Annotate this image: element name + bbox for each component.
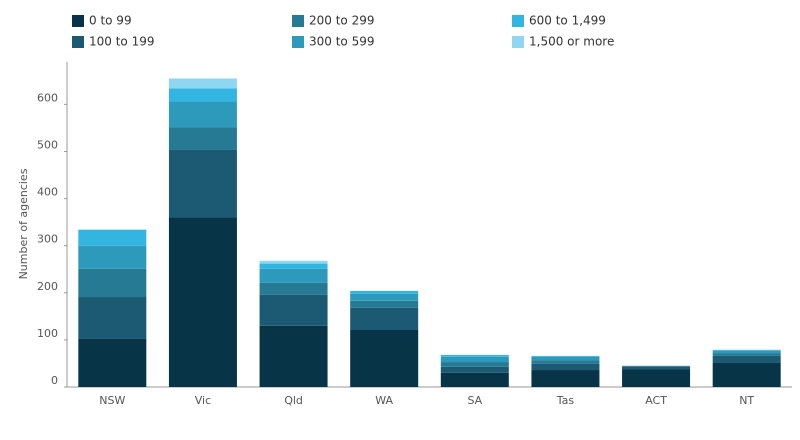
bar-segment [350, 290, 419, 294]
bar-segment [168, 217, 237, 387]
bar-segment [531, 360, 600, 364]
legend-swatch [72, 36, 84, 48]
bar-segment [168, 127, 237, 150]
bar-segment [78, 297, 147, 339]
bar-segment [531, 370, 600, 387]
y-tick-label: 600 [37, 91, 58, 104]
bar-segment [78, 338, 147, 387]
bar-segment [712, 355, 781, 363]
bar-segment [259, 294, 328, 326]
x-tick-label: Vic [195, 394, 211, 407]
bar-segment [712, 362, 781, 387]
bar-segment [78, 268, 147, 298]
bar-segment [531, 363, 600, 371]
legend-swatch [512, 15, 524, 27]
bar-segment [350, 300, 419, 308]
bar-segment [622, 366, 691, 370]
bar-segment [440, 356, 509, 363]
bar-segment [622, 365, 691, 367]
x-tick-label: NSW [99, 394, 125, 407]
legend-label: 0 to 99 [89, 14, 132, 28]
legend-swatch [512, 36, 524, 48]
bar-segment [440, 362, 509, 367]
x-tick-label: ACT [645, 394, 667, 407]
bar-segment [168, 101, 237, 128]
legend-label: 600 to 1,499 [529, 14, 606, 28]
bar-segment [350, 307, 419, 331]
bar-segment [712, 353, 781, 356]
bar-segment [531, 356, 600, 361]
legend-swatch [292, 15, 304, 27]
legend-label: 1,500 or more [529, 35, 614, 49]
x-tick-label: Tas [556, 394, 575, 407]
legend-label: 300 to 599 [309, 35, 374, 49]
bar-segment [168, 78, 237, 89]
bar-segment [440, 366, 509, 373]
y-tick-label: 100 [37, 327, 58, 340]
bar-segment [259, 282, 328, 295]
bar-segment [440, 354, 509, 357]
y-tick-label: 400 [37, 186, 58, 199]
x-tick-label: WA [375, 394, 393, 407]
y-axis-title: Number of agencies [17, 168, 30, 279]
bar-segment [259, 260, 328, 264]
legend-label: 200 to 299 [309, 14, 374, 28]
bar-segment [350, 330, 419, 387]
x-tick-label: NT [739, 394, 754, 407]
legend-swatch [72, 15, 84, 27]
y-tick-label: 0 [51, 374, 58, 387]
bar-segment [712, 349, 781, 351]
x-tick-label: Qld [284, 394, 303, 407]
bar-segment [440, 372, 509, 387]
x-tick-label: SA [467, 394, 482, 407]
bar-segment [78, 229, 147, 246]
legend-label: 100 to 199 [89, 35, 154, 49]
y-tick-label: 200 [37, 280, 58, 293]
bar-segment [531, 355, 600, 357]
bar-segment [259, 325, 328, 387]
bar-segment [259, 268, 328, 283]
bar-segment [168, 88, 237, 102]
bar-segment [712, 350, 781, 354]
bar-segment [259, 263, 328, 269]
y-tick-label: 500 [37, 138, 58, 151]
bar-segment [78, 245, 147, 269]
y-tick-label: 300 [37, 233, 58, 246]
legend-swatch [292, 36, 304, 48]
bar-segment [622, 369, 691, 387]
bar-segment [350, 293, 419, 301]
bar-segment [168, 149, 237, 218]
